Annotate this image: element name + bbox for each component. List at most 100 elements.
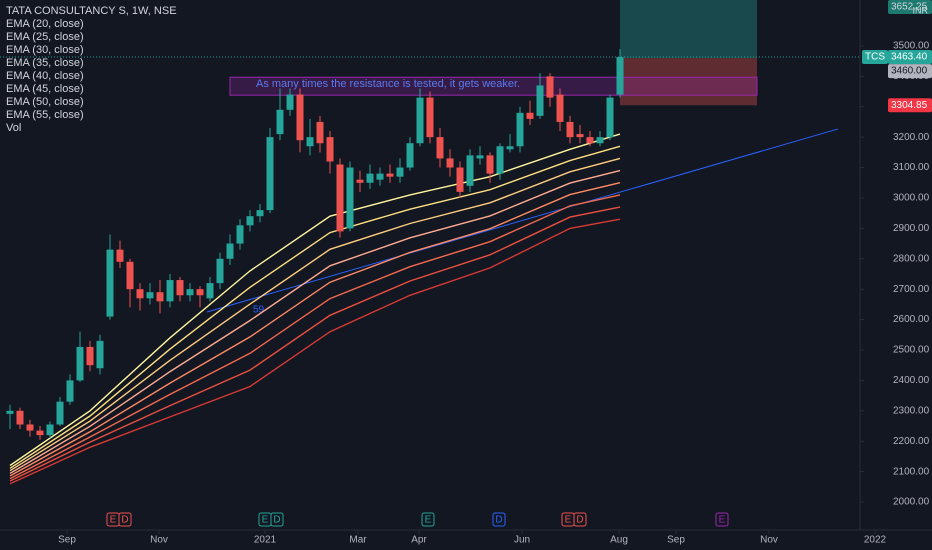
x-tick-label: Nov <box>150 535 168 546</box>
event-icon <box>492 512 506 527</box>
x-tick-label: Nov <box>760 535 778 546</box>
chart-title: TATA CONSULTANCY S, 1W, NSE <box>6 5 177 17</box>
legend-volume: Vol <box>6 122 21 134</box>
event-label: D <box>121 515 128 526</box>
candle-body <box>326 137 334 162</box>
y-tick-label: 2200.00 <box>893 436 930 447</box>
ema-line <box>9 206 621 482</box>
candle-body <box>476 155 484 159</box>
candle-body <box>46 424 54 436</box>
legend-entry: EMA (50, close) <box>6 96 84 108</box>
event-icon <box>421 512 435 527</box>
y-tick-label: 3000.00 <box>893 193 930 204</box>
candle-body <box>246 216 254 226</box>
candle-body <box>256 210 264 217</box>
x-tick-label: Sep <box>58 535 76 546</box>
event-label: E <box>425 515 432 526</box>
ema-line <box>9 169 621 475</box>
candle-body <box>226 243 234 259</box>
legend-entry: EMA (55, close) <box>6 109 84 121</box>
candle-body <box>66 380 74 402</box>
candle-body <box>276 109 284 135</box>
y-tick-label: 3200.00 <box>893 132 930 143</box>
candle-body <box>196 289 204 296</box>
legend-entry: EMA (35, close) <box>6 57 84 69</box>
candle-body <box>526 112 534 119</box>
candle-body <box>566 121 574 138</box>
event-label: E <box>262 515 269 526</box>
trendline <box>206 128 839 313</box>
candle-body <box>466 155 474 186</box>
candle-body <box>336 164 344 232</box>
legend-entry: EMA (30, close) <box>6 44 84 56</box>
candle-body <box>216 258 224 284</box>
candle-body <box>116 249 124 262</box>
x-tick-label: Aug <box>610 535 628 546</box>
y-tick-label: 2500.00 <box>893 345 930 356</box>
currency-label: INR <box>913 5 929 15</box>
event-label: D <box>495 515 502 526</box>
legend-entry: EMA (20, close) <box>6 18 84 30</box>
legend-entry: EMA (45, close) <box>6 83 84 95</box>
event-icon <box>573 512 587 527</box>
ema-line <box>9 218 621 485</box>
candle-body <box>616 57 624 95</box>
entry-label: 3460.00 <box>891 66 928 77</box>
candle-body <box>436 137 444 159</box>
y-tick-label: 2000.00 <box>893 497 930 508</box>
candle-body <box>126 261 134 290</box>
candle-body <box>156 292 164 302</box>
candle-body <box>406 143 414 168</box>
event-label: D <box>273 515 280 526</box>
y-tick-label: 2900.00 <box>893 223 930 234</box>
y-tick-label: 2700.00 <box>893 284 930 295</box>
candle-body <box>496 146 504 174</box>
event-icon <box>715 512 729 527</box>
candle-body <box>106 249 114 317</box>
candle-body <box>346 167 354 229</box>
target-badge <box>888 0 932 14</box>
candle-body <box>206 283 214 299</box>
plot-area: 59 As many times the resistance is tested… <box>0 0 860 527</box>
candle-body <box>386 173 394 177</box>
ema-line <box>9 133 621 467</box>
ema-line <box>9 194 621 480</box>
candle-body <box>76 346 84 381</box>
stop-badge <box>888 98 932 113</box>
symbol-label: TCS <box>865 52 885 63</box>
candle-body <box>26 424 34 431</box>
candle-body <box>136 289 144 299</box>
price-axis <box>860 0 932 530</box>
candle-body <box>166 280 174 302</box>
legend-entry: EMA (40, close) <box>6 70 84 82</box>
resistance-box <box>229 76 758 96</box>
y-tick-label: 2300.00 <box>893 405 930 416</box>
y-tick-label: 2800.00 <box>893 253 930 264</box>
candle-body <box>356 179 364 183</box>
x-tick-label: Sep <box>667 535 685 546</box>
candle-body <box>506 146 514 150</box>
candle-body <box>36 430 44 436</box>
candle-body <box>6 410 14 414</box>
candle-body <box>416 97 424 144</box>
y-tick-label: 2400.00 <box>893 375 930 386</box>
candle-body <box>606 97 614 138</box>
candle-body <box>236 225 244 244</box>
x-tick-label: Apr <box>411 535 427 546</box>
event-label: D <box>576 515 583 526</box>
entry-badge <box>888 64 932 79</box>
candle-body <box>176 280 184 296</box>
trendline-label: 59 <box>253 305 265 316</box>
candle-body <box>16 410 24 425</box>
candle-body <box>556 94 564 122</box>
event-label: E <box>565 515 572 526</box>
axes: 2000.00 2100.00 2200.00 2300.00 2400.00 2500.… <box>58 0 932 546</box>
target-zone <box>620 0 757 59</box>
candle-body <box>286 94 294 110</box>
stop-zone <box>620 58 757 106</box>
candle-body <box>146 292 154 299</box>
event-icon <box>118 512 132 527</box>
ema-line <box>9 145 621 469</box>
